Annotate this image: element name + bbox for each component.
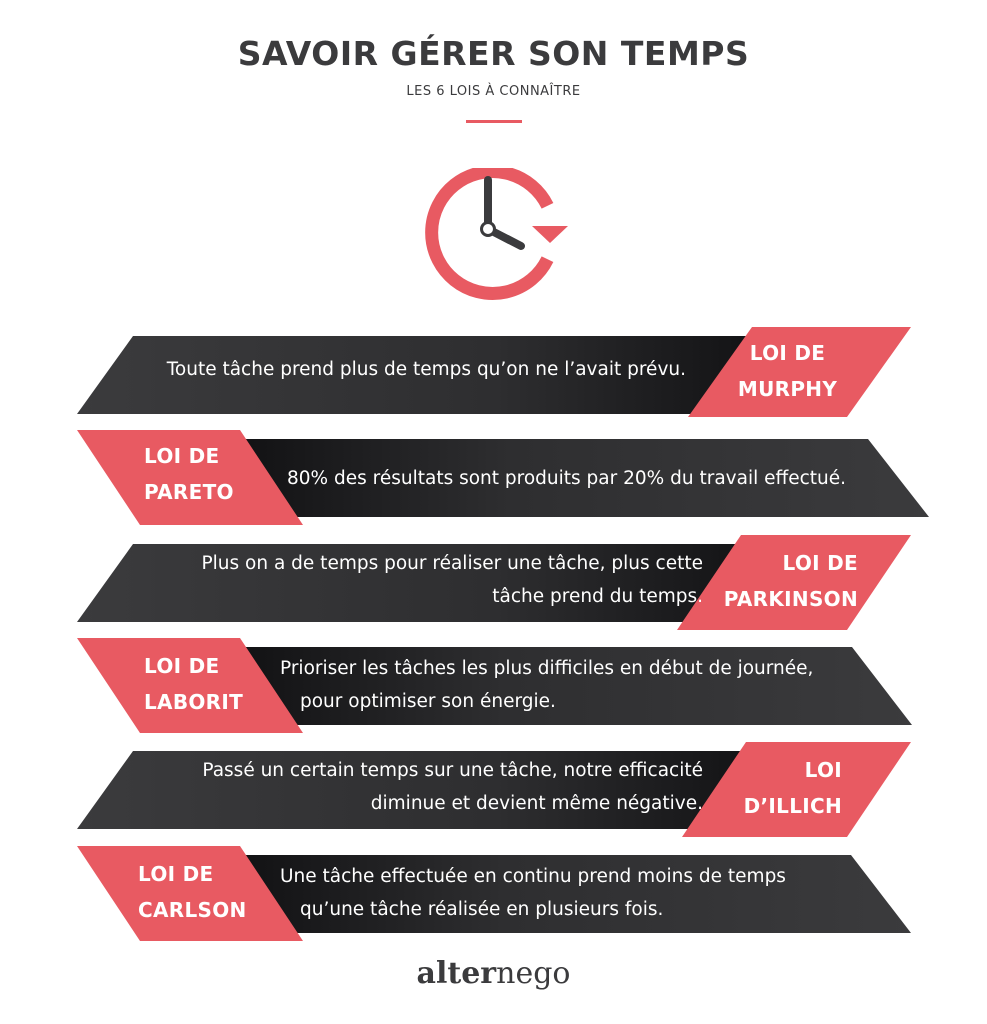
law-row-parkinson: Plus on a de temps pour réaliser une tâc… xyxy=(0,535,987,645)
law-name: LOI DE CARLSON xyxy=(138,862,247,922)
law-name: LOI DE MURPHY xyxy=(737,341,838,401)
brand-logo: alternego xyxy=(0,956,987,991)
logo-part-alter: alter xyxy=(416,956,497,991)
title-divider xyxy=(466,120,522,123)
law-description: Passé un certain temps sur une tâche, no… xyxy=(202,760,703,814)
law-name: LOI DE PARKINSON xyxy=(723,551,858,611)
law-description: 80% des résultats sont produits par 20% … xyxy=(287,468,847,489)
law-row-pareto: LOI DE PARETO 80% des résultats sont pro… xyxy=(0,430,987,540)
clock-refresh-icon xyxy=(425,168,568,300)
law-description: Prioriser les tâches les plus difficiles… xyxy=(280,658,814,712)
law-row-carlson: LOI DE CARLSON Une tâche effectuée en co… xyxy=(0,846,987,956)
law-description: Une tâche effectuée en continu prend moi… xyxy=(280,866,786,920)
law-row-illich: Passé un certain temps sur une tâche, no… xyxy=(0,742,987,852)
law-row-murphy: Toute tâche prend plus de temps qu’on ne… xyxy=(0,327,987,437)
law-description: Toute tâche prend plus de temps qu’on ne… xyxy=(166,359,686,380)
page-title: SAVOIR GÉRER SON TEMPS xyxy=(237,34,750,73)
law-name: LOI DE LABORIT xyxy=(144,654,244,714)
law-description: Plus on a de temps pour réaliser une tâc… xyxy=(201,553,704,607)
page-subtitle: LES 6 LOIS À CONNAÎTRE xyxy=(406,84,581,99)
law-row-laborit: LOI DE LABORIT Prioriser les tâches les … xyxy=(0,638,987,748)
law-name: LOI D’ILLICH xyxy=(743,758,842,818)
logo-part-nego: nego xyxy=(496,956,571,991)
law-name: LOI DE PARETO xyxy=(144,444,234,504)
